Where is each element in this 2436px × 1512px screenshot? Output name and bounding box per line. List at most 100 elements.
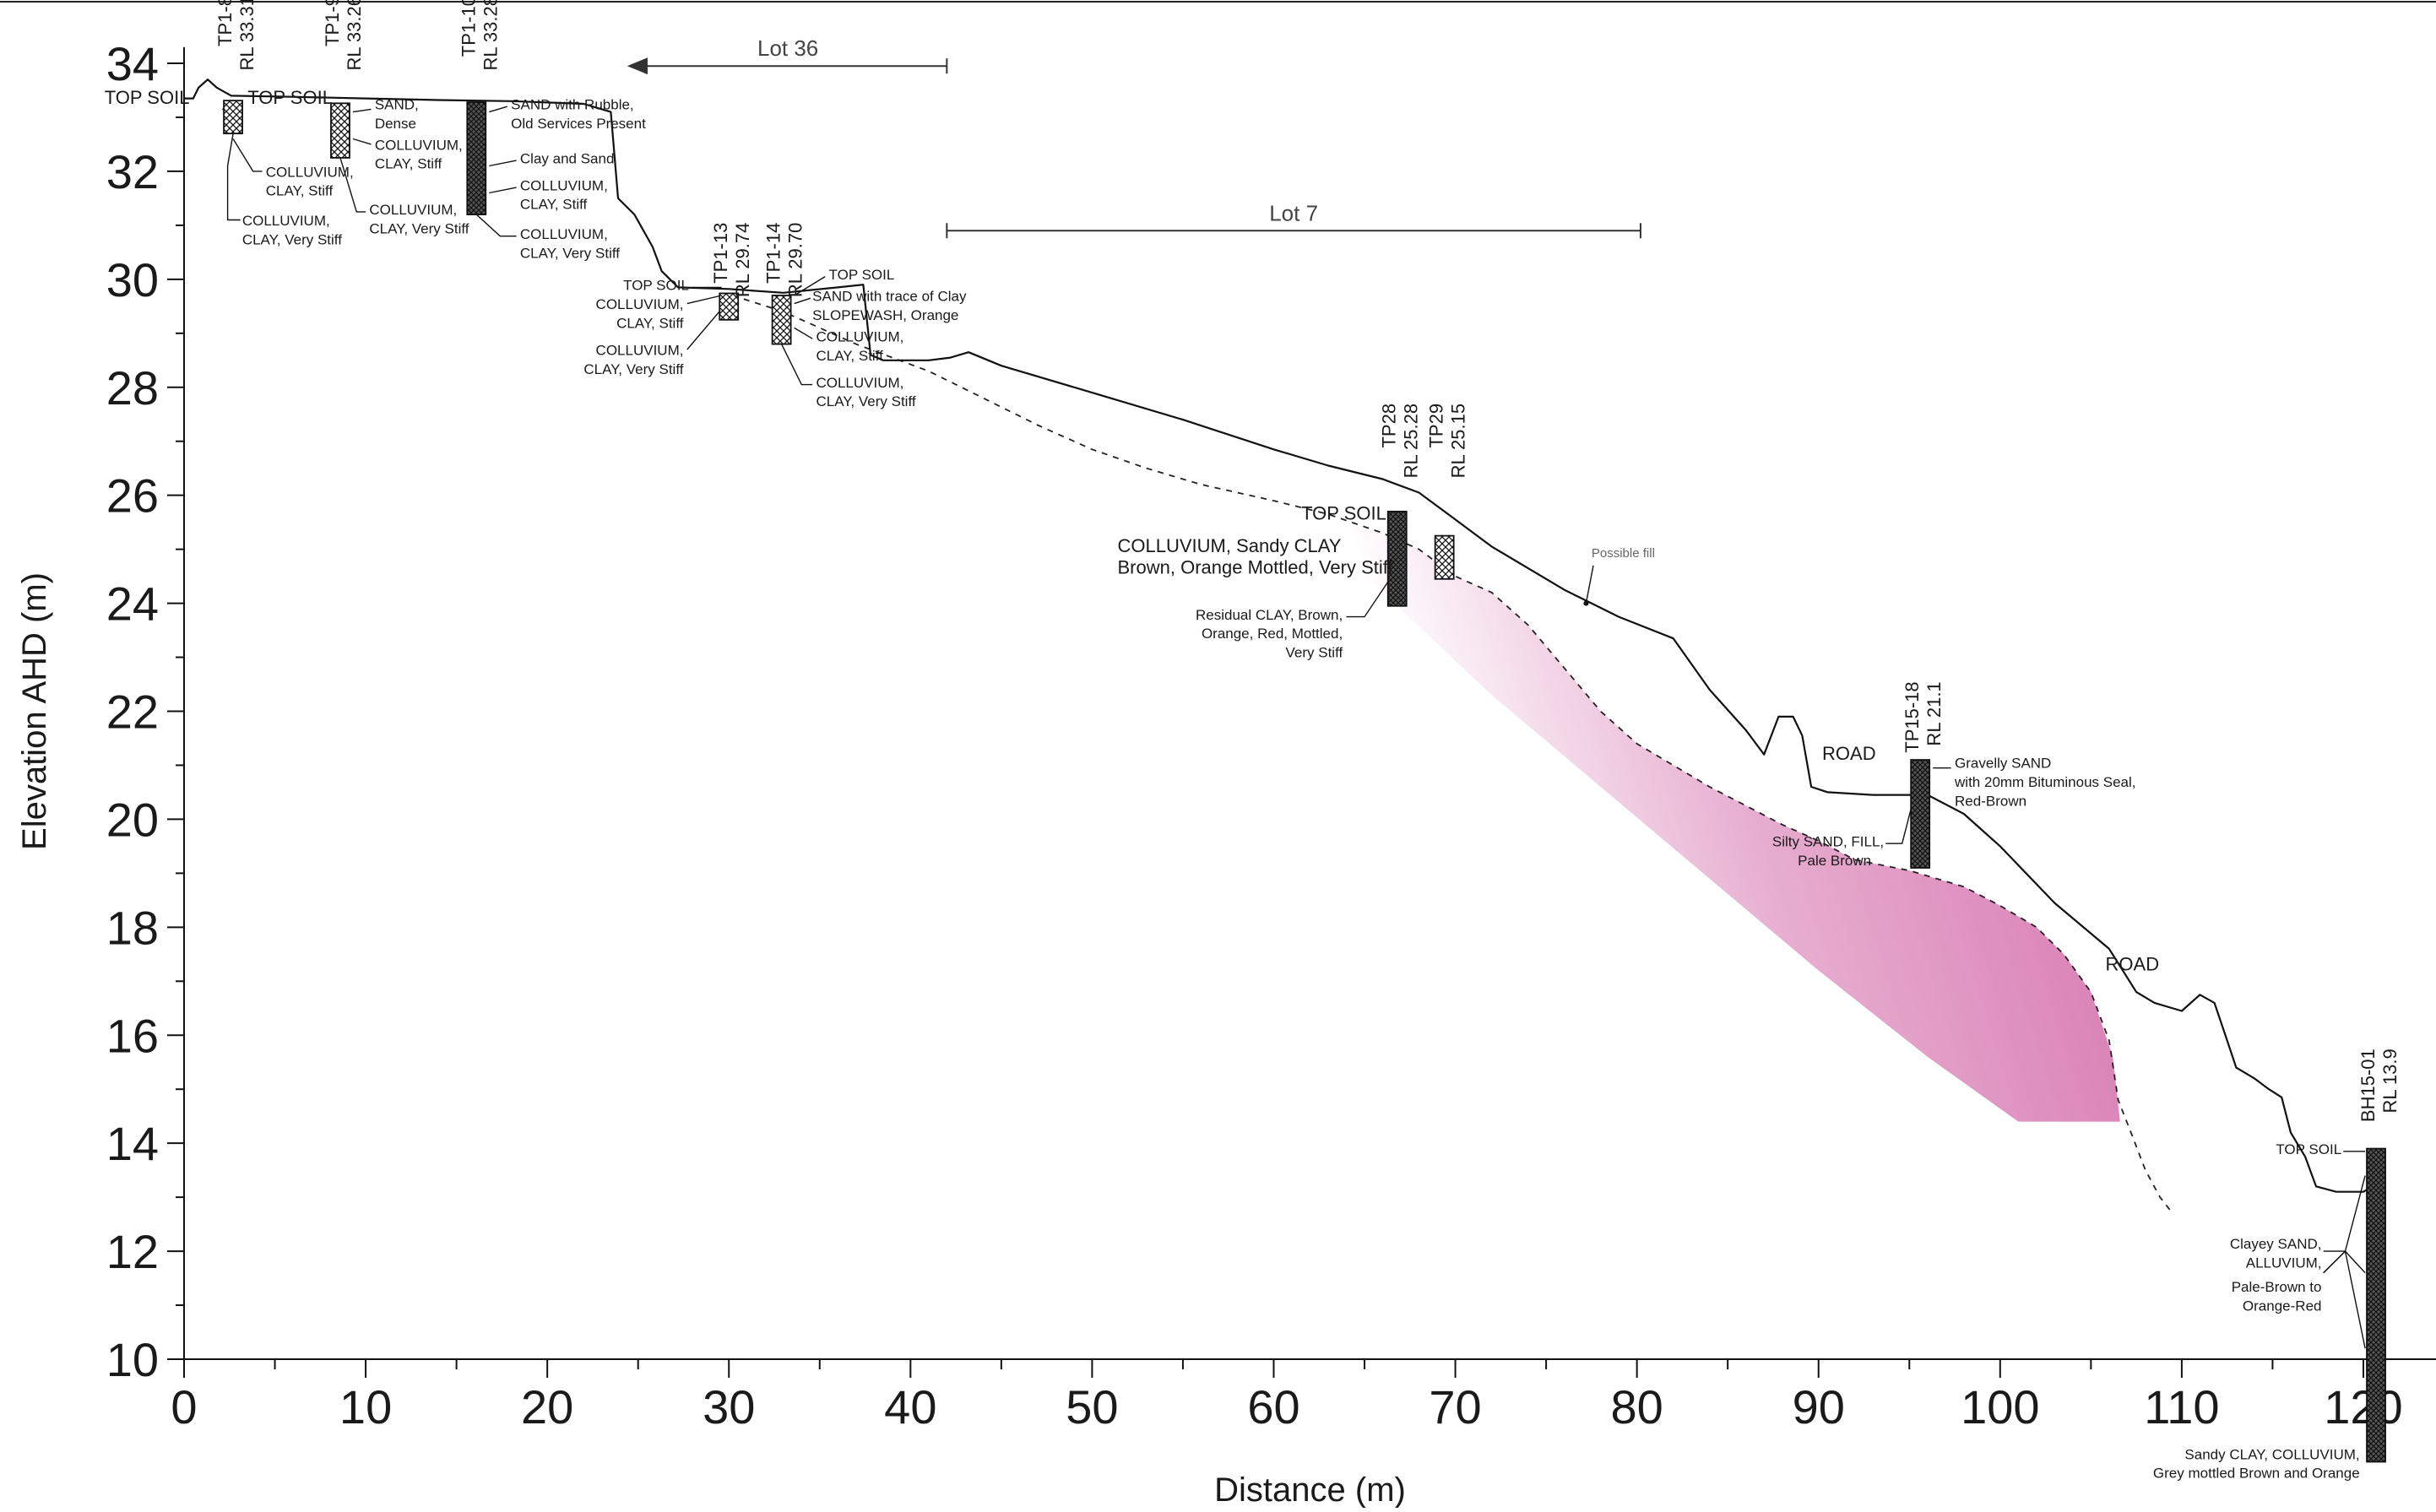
leader-line: [1346, 581, 1389, 618]
stratum-annotation: CLAY, Stiff: [266, 183, 334, 199]
x-tick-label: 30: [703, 1380, 755, 1433]
stratum-annotation: CLAY, Stiff: [816, 348, 883, 364]
borehole-id-label: BH15-01: [2357, 1049, 2379, 1122]
stratum-annotation: COLLUVIUM, Sandy CLAY: [1118, 535, 1342, 556]
leader-line: [686, 308, 723, 350]
residual-clay-zone: [1065, 438, 2120, 1122]
borehole-rl-label: RL 25.15: [1448, 404, 1469, 478]
stratum-annotation: Silty SAND, FILL,: [1772, 833, 1884, 849]
ground-surface-profile: [184, 79, 2374, 1193]
stratum-annotation: Orange-Red: [2243, 1298, 2322, 1314]
stratum-annotation: Grey mottled Brown and Orange: [2153, 1466, 2360, 1482]
borehole-column: [466, 101, 487, 215]
stratum-annotation: CLAY, Stiff: [375, 156, 442, 172]
stratum-annotation: Clay and Sand: [520, 150, 615, 166]
stratum-annotation: SLOPEWASH, Orange: [812, 307, 958, 323]
x-tick-label: 50: [1066, 1380, 1118, 1433]
stratum-annotation: TOP SOIL: [2276, 1141, 2341, 1157]
leader-line: [1585, 565, 1594, 604]
borehole-id-label: TP1-9: [322, 0, 343, 46]
x-tick-label: 80: [1610, 1380, 1663, 1433]
y-axis-label: Elevation AHD (m): [16, 572, 53, 850]
leader-line: [1885, 808, 1912, 844]
stratum-annotation: CLAY, Very Stiff: [583, 361, 683, 377]
stratum-annotation: COLLUVIUM,: [266, 164, 354, 180]
stratum-annotation: COLLUVIUM,: [369, 202, 457, 218]
fill-point-marker: [1583, 600, 1589, 606]
stratum-annotation: Sandy CLAY, COLLUVIUM,: [2184, 1446, 2359, 1462]
x-tick-label: 60: [1247, 1380, 1299, 1433]
leader-line: [794, 276, 826, 296]
leader-line: [352, 108, 372, 113]
stratum-annotation: Red-Brown: [1955, 793, 2026, 809]
x-axis-label: Distance (m): [1214, 1471, 1406, 1508]
x-tick-label: 0: [171, 1380, 197, 1433]
stratum-annotation: Orange, Red, Mottled,: [1202, 626, 1343, 642]
y-tick-label: 18: [106, 901, 159, 954]
borehole-column: [719, 292, 740, 321]
leader-line: [352, 138, 372, 145]
leader-line: [232, 138, 263, 172]
x-tick-label: 120: [2324, 1380, 2402, 1433]
borehole-column: [771, 295, 792, 345]
stratum-annotation: Gravelly SAND: [1955, 756, 2051, 772]
stratum-annotation: with 20mm Bituminous Seal,: [1954, 774, 2135, 790]
y-tick-label: 24: [106, 577, 159, 631]
borehole-id-label: TP1-13: [710, 223, 731, 284]
leader-line: [475, 214, 517, 237]
leader-line: [794, 297, 811, 305]
stratum-annotation: ROAD: [1822, 743, 1876, 764]
borehole-column: [1386, 510, 1408, 607]
borehole-column: [1910, 759, 1931, 869]
stratum-annotation: COLLUVIUM,: [596, 342, 684, 358]
y-tick-label: 20: [106, 793, 159, 846]
borehole-rl-label: RL 25.28: [1401, 404, 1422, 478]
leader-line: [2323, 1250, 2366, 1274]
stratum-annotation: CLAY, Very Stiff: [242, 231, 342, 247]
leader-line: [2323, 1175, 2366, 1252]
x-tick-label: 70: [1429, 1380, 1481, 1433]
leader-line: [489, 106, 507, 113]
stratum-annotation: CLAY, Very Stiff: [816, 393, 915, 409]
x-tick-label: 20: [521, 1380, 573, 1433]
y-tick-label: 12: [106, 1225, 159, 1278]
x-tick-label: 110: [2144, 1380, 2219, 1433]
leader-line: [226, 133, 241, 221]
stratum-annotation: Residual CLAY, Brown,: [1196, 607, 1343, 623]
stratum-annotation: Pale Brown: [1798, 853, 1871, 869]
x-tick-label: 40: [884, 1380, 936, 1433]
y-tick-label: 30: [106, 253, 159, 306]
stratum-annotation: CLAY, Very Stiff: [369, 220, 469, 236]
stratum-annotation: CLAY, Stiff: [520, 197, 588, 213]
borehole-rl-label: RL 33.26: [344, 0, 365, 71]
borehole-id-label: TP28: [1379, 404, 1400, 448]
borehole-column: [1434, 534, 1455, 580]
borehole-id-label: TP1-14: [763, 223, 784, 284]
y-tick-label: 14: [106, 1117, 159, 1170]
y-tick-label: 16: [106, 1009, 159, 1062]
inferred-boundary-dashed: [732, 295, 2173, 1214]
axes: [183, 46, 2436, 1360]
y-tick-label: 32: [106, 145, 159, 198]
stratum-annotation: SAND with trace of Clay: [812, 288, 967, 304]
stratum-annotation: COLLUVIUM,: [520, 177, 608, 193]
x-tick-label: 100: [1961, 1380, 2039, 1433]
stratum-annotation: COLLUVIUM,: [596, 296, 684, 312]
leader-line: [686, 295, 722, 305]
annotations: TOP SOIL TOP SOIL SAND, Dense COLLUVIUM, CLAY…: [105, 87, 2360, 1482]
borehole-id-label: TP1-8: [214, 0, 236, 46]
leader-line: [339, 157, 366, 213]
leader-line: [2323, 1249, 2366, 1349]
stratum-annotation: TOP SOIL: [829, 267, 895, 283]
leader-lines: [222, 106, 2366, 1349]
stratum-annotation: SAND with Rubble,: [511, 96, 634, 112]
borehole-rl-label: RL 29.74: [732, 223, 753, 297]
stratum-annotation: COLLUVIUM,: [375, 137, 463, 153]
borehole-rl-label: RL 33.28: [480, 0, 501, 71]
stratum-annotation: COLLUVIUM,: [520, 226, 608, 242]
stratum-annotation: TOP SOIL: [247, 87, 333, 108]
profiles: [184, 79, 2374, 1214]
borehole-rl-label: RL 21.1: [1923, 681, 1945, 745]
stratum-annotation: CLAY, Very Stiff: [520, 245, 620, 261]
